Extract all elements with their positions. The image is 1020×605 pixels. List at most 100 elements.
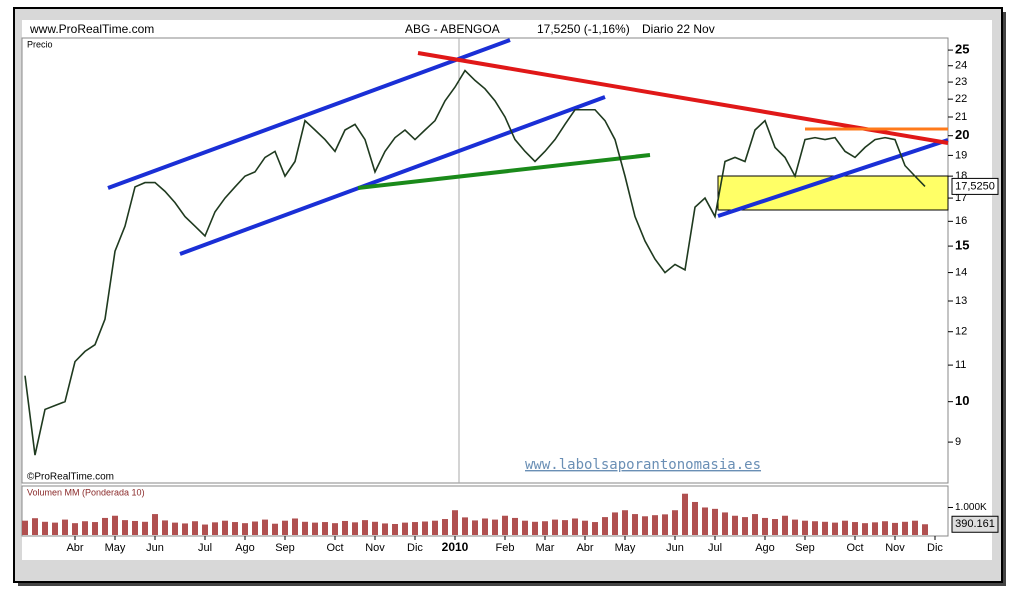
volume-bar <box>822 521 828 535</box>
volume-bar <box>402 522 408 535</box>
y-tick-label: 22 <box>955 93 967 105</box>
volume-bar <box>542 521 548 535</box>
y-tick-label: 25 <box>955 42 969 57</box>
volume-bar <box>612 512 618 535</box>
volume-bar <box>422 521 428 535</box>
volume-bar <box>792 519 798 535</box>
y-tick-label: 20 <box>955 127 969 142</box>
volume-bar <box>492 519 498 535</box>
x-tick-label: Sep <box>795 542 815 554</box>
quote: 17,5250 (-1,16%) <box>537 22 630 36</box>
volume-bar <box>602 517 608 535</box>
y-tick-label: 14 <box>955 266 967 278</box>
volume-bar <box>712 508 718 535</box>
volume-bar <box>622 510 628 535</box>
x-tick-label: Oct <box>326 542 343 554</box>
y-tick-label: 16 <box>955 215 967 227</box>
volume-bar <box>782 515 788 535</box>
volume-bar <box>292 518 298 535</box>
volume-bar <box>42 521 48 535</box>
volume-bar <box>742 517 748 535</box>
period: Diario 22 Nov <box>642 22 715 36</box>
x-tick-label: Jul <box>198 542 212 554</box>
x-tick-label: May <box>615 542 636 554</box>
volume-bar <box>182 523 188 535</box>
x-tick-label: Jul <box>708 542 722 554</box>
volume-bar <box>432 520 438 535</box>
volume-bar <box>342 520 348 535</box>
volume-bar <box>902 521 908 535</box>
y2-tick-label: 1.000K <box>955 502 987 513</box>
volume-bar <box>252 521 258 535</box>
y-tick-label: 12 <box>955 326 967 338</box>
trend-line <box>357 153 651 190</box>
volume-bar <box>552 519 558 535</box>
x-tick-label: Sep <box>275 542 295 554</box>
volume-bar <box>22 520 28 535</box>
volume-bar <box>832 522 838 535</box>
volume-bar <box>332 523 338 535</box>
chart-title: ABG - ABENGOA <box>405 22 500 36</box>
volume-bar <box>852 522 858 535</box>
x-tick-label: Dic <box>927 542 943 554</box>
volume-bar <box>132 520 138 535</box>
watermark: www.labolsaporantonomasia.es <box>525 457 761 473</box>
volume-bar <box>352 522 358 535</box>
x-tick-label: Mar <box>536 542 555 554</box>
x-tick-label: Jun <box>146 542 164 554</box>
volume-bar <box>262 519 268 535</box>
price-label: Precio <box>27 39 53 49</box>
volume-bar <box>642 516 648 535</box>
y-tick-label: 24 <box>955 60 967 72</box>
price-panel <box>21 37 949 484</box>
volume-bar <box>562 520 568 535</box>
volume-bar <box>452 510 458 535</box>
volume-bar <box>692 501 698 535</box>
volume-bar <box>212 522 218 535</box>
volume-bar <box>672 510 678 535</box>
volume-bar <box>772 519 778 535</box>
volume-bar <box>702 507 708 535</box>
volume-bar <box>232 522 238 535</box>
x-tick-label: Oct <box>846 542 863 554</box>
volume-bar <box>472 520 478 535</box>
volume-bar <box>582 520 588 535</box>
y-tick-label: 21 <box>955 111 967 123</box>
volume-bar <box>102 517 108 535</box>
volume-bar <box>632 514 638 535</box>
volume-bar <box>272 523 278 535</box>
volume-bar <box>152 514 158 535</box>
volume-bar <box>592 522 598 535</box>
volume-bar <box>282 520 288 535</box>
volume-bar <box>752 514 758 535</box>
volume-bar <box>522 520 528 535</box>
volume-bar <box>192 521 198 535</box>
volume-bar <box>72 523 78 535</box>
volume-bar <box>392 523 398 535</box>
volume-bar <box>92 522 98 535</box>
volume-bar <box>682 493 688 535</box>
volume-bar <box>382 523 388 535</box>
y-tick-label: 13 <box>955 295 967 307</box>
volume-bar <box>882 521 888 535</box>
volume-bar <box>412 522 418 535</box>
volume-bar <box>722 512 728 535</box>
volume-bar <box>312 522 318 535</box>
x-tick-label: Abr <box>66 542 83 554</box>
x-tick-label: Nov <box>885 542 905 554</box>
volume-bar <box>202 524 208 535</box>
volume-bar <box>872 522 878 535</box>
x-tick-label: 2010 <box>442 540 469 554</box>
volume-bar <box>762 517 768 535</box>
volume-bar <box>242 523 248 535</box>
last-value-box <box>951 177 999 195</box>
y-tick-label: 15 <box>955 238 969 253</box>
x-tick-label: Abr <box>576 542 593 554</box>
y-tick-label: 11 <box>955 359 966 371</box>
volume-bar <box>482 518 488 535</box>
volume-bar <box>322 522 328 535</box>
volume-bar <box>172 522 178 535</box>
y-tick-label: 23 <box>955 76 967 88</box>
x-tick-label: Ago <box>235 542 255 554</box>
